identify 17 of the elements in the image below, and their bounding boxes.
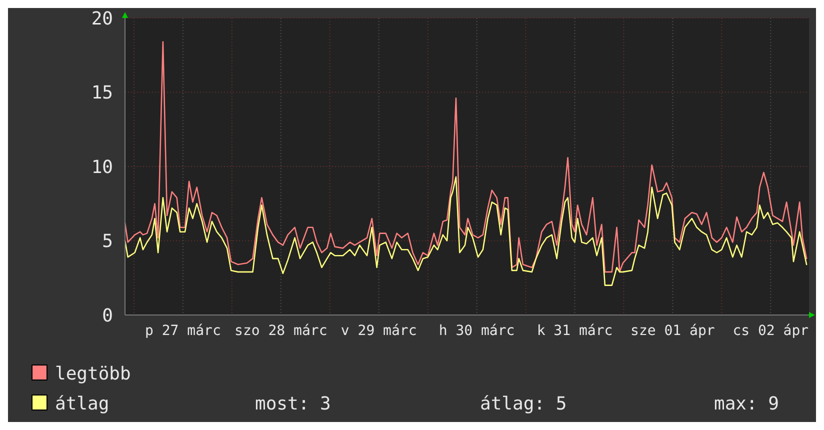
legend-label: átlag: [55, 393, 110, 414]
x-tick-label: cs 02 ápr: [732, 323, 809, 339]
y-tick-label: 15: [91, 82, 113, 104]
text: most: 3: [255, 393, 331, 414]
x-tick-label: sze 01 ápr: [630, 323, 715, 339]
x-tick-label: k 31 márc: [536, 323, 613, 339]
y-tick-label: 10: [91, 156, 113, 178]
x-tick-label: h 30 márc: [438, 323, 515, 339]
y-tick-label: 5: [102, 231, 113, 252]
text: max: 9: [714, 393, 780, 414]
legend-label: legtöbb: [55, 363, 131, 384]
x-tick-label: p 27 márc: [145, 323, 221, 339]
x-tick-label: v 29 márc: [340, 323, 417, 339]
y-tick-label: 20: [91, 8, 113, 30]
y-tick-label: 0: [102, 305, 113, 326]
x-tick-label: szo 28 márc: [234, 323, 328, 339]
text: átlag: 5: [480, 393, 567, 414]
